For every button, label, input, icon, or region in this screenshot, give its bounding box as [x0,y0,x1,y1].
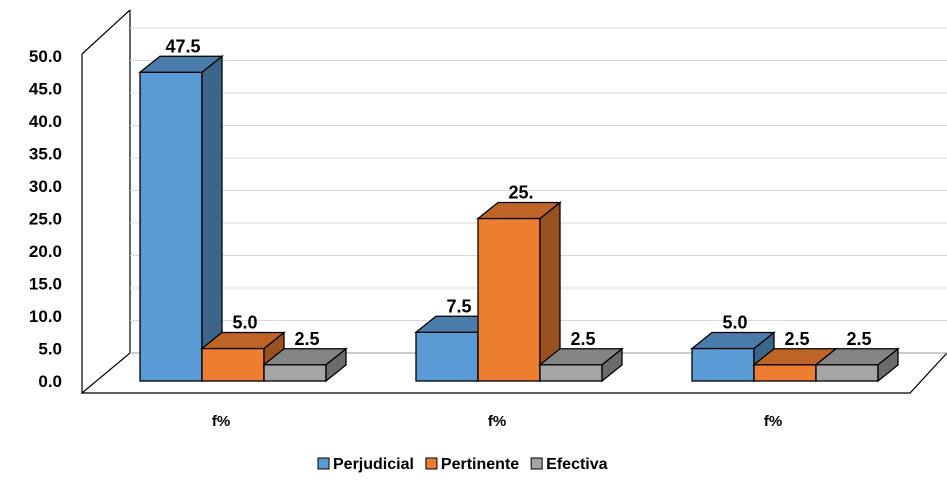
legend-swatch [426,458,437,469]
bar-front-face [202,349,264,382]
bar-side-face [202,56,222,381]
bar-front-face [540,365,602,381]
data-label: 2.5 [570,329,595,349]
bar-front-face [692,349,754,382]
data-label: 47.5 [165,36,200,56]
data-label: 2.5 [846,329,871,349]
legend-label: Pertinente [441,456,519,473]
data-label: 5.0 [232,313,257,333]
x-category-label: f% [488,413,506,430]
x-axis: f% f% f% [212,413,782,430]
data-label: 2.5 [294,329,319,349]
bar-front-face [754,365,816,381]
legend-label: Perjudicial [333,456,414,473]
bar-front-face [140,72,202,381]
legend-item-perjudicial: Perjudicial [318,456,414,473]
y-tick-label: 5.0 [38,340,62,359]
data-label: 5.0 [722,313,747,333]
y-tick-label: 50.0 [29,47,62,66]
bar-front-face [816,365,878,381]
y-tick-label: 0.0 [38,372,62,391]
data-label: 25. [508,183,533,203]
legend-swatch [531,458,542,469]
x-category-label: f% [212,413,230,430]
y-tick-label: 30.0 [29,177,62,196]
y-tick-label: 35.0 [29,145,62,164]
y-axis: 0.0 5.0 10.0 15.0 20.0 25.0 30.0 35.0 40.0 45.0 50… [29,47,62,391]
y-tick-label: 15.0 [29,275,62,294]
side-wall-top-edge [82,10,130,54]
bar-front-face [478,219,540,382]
data-label: 2.5 [784,329,809,349]
x-category-label: f% [764,413,782,430]
y-tick-label: 40.0 [29,112,62,131]
data-label: 7.5 [446,296,471,316]
legend-item-efectiva: Efectiva [531,456,607,473]
legend-swatch [318,458,329,469]
bar-front-face [264,365,326,381]
legend-item-pertinente: Pertinente [426,456,519,473]
y-tick-label: 25.0 [29,210,62,229]
legend: Perjudicial Pertinente Efectiva [318,456,608,473]
y-tick-label: 10.0 [29,307,62,326]
bar-pertinente-1 [478,203,560,382]
y-tick-label: 45.0 [29,80,62,99]
bar-front-face [416,332,478,381]
legend-label: Efectiva [546,456,607,473]
bar-perjudicial-0 [140,56,222,381]
y-tick-label: 20.0 [29,242,62,261]
